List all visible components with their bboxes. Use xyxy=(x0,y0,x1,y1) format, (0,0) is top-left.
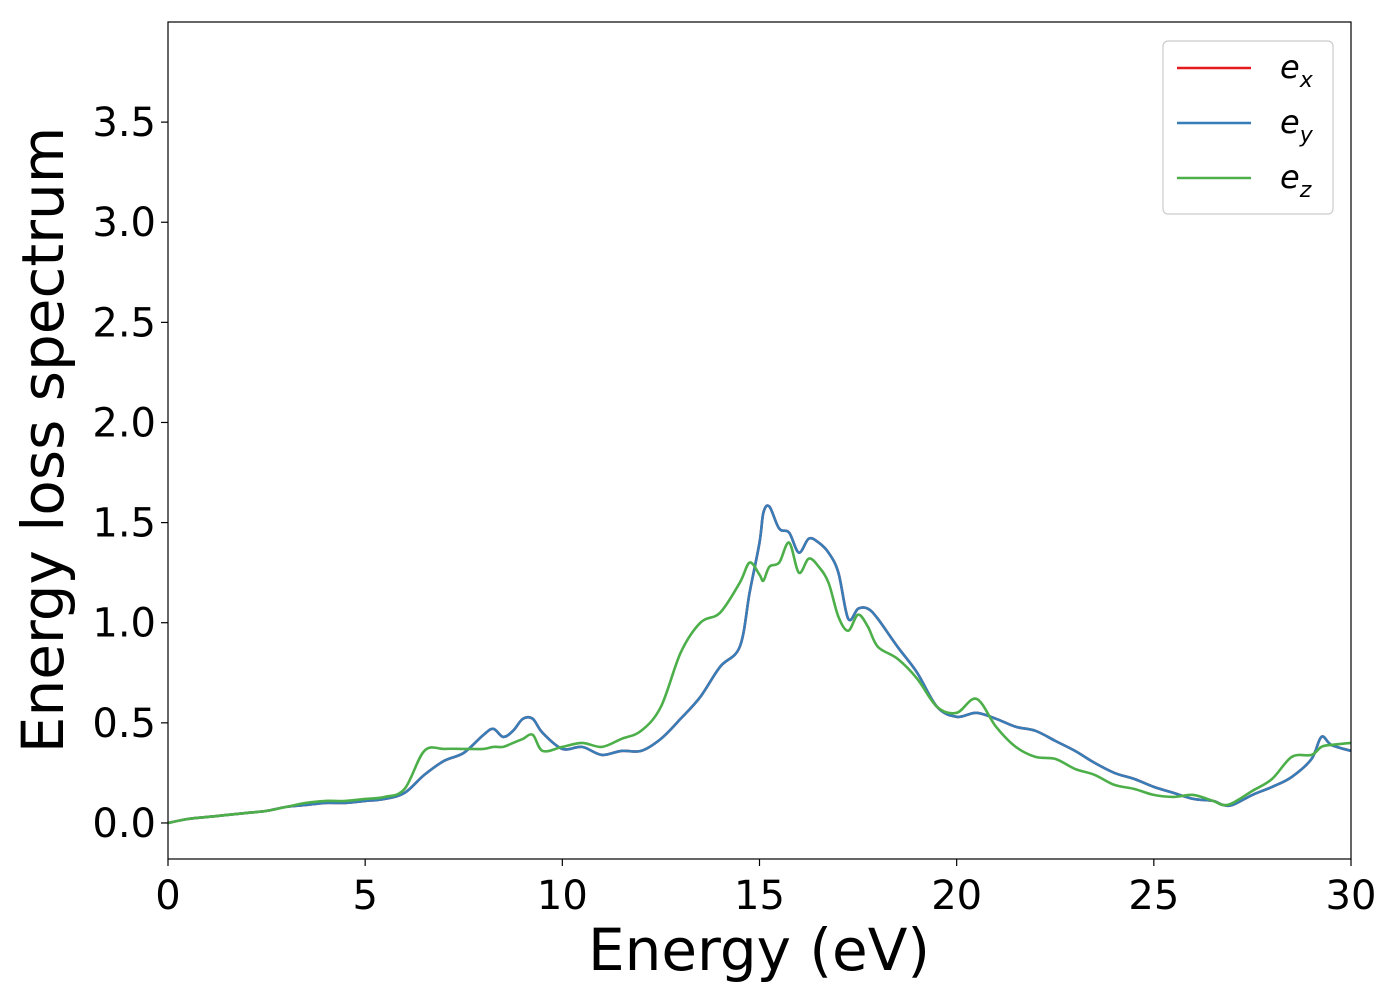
x-axis: 0 5 10 15 20 25 30 xyxy=(155,859,1376,919)
y-tick-label: 3.5 xyxy=(92,100,156,146)
y-tick-label: 0.5 xyxy=(92,701,156,747)
series-line-y xyxy=(167,504,1352,825)
x-tick-label: 5 xyxy=(352,873,377,919)
y-tick-label: 2.0 xyxy=(92,400,156,446)
series-line-z xyxy=(167,541,1352,825)
legend-label-z: ez xyxy=(1280,158,1312,203)
plot-background xyxy=(168,22,1351,859)
x-tick-label: 30 xyxy=(1326,873,1377,919)
y-tick-label: 3.0 xyxy=(92,200,156,246)
y-axis-title: Energy loss spectrum xyxy=(9,127,77,753)
series-layer xyxy=(167,504,1352,825)
y-axis: 0.0 0.5 1.0 1.5 2.0 2.5 3.0 3.5 xyxy=(92,100,168,847)
y-tick-label: 1.0 xyxy=(92,601,156,647)
x-tick-label: 20 xyxy=(931,873,982,919)
legend: ex ey ez xyxy=(1162,40,1334,215)
legend-label-y: ey xyxy=(1280,103,1314,148)
y-tick-label: 2.5 xyxy=(92,300,156,346)
x-axis-title: Energy (eV) xyxy=(588,916,930,984)
x-tick-label: 25 xyxy=(1128,873,1179,919)
x-tick-label: 15 xyxy=(734,873,785,919)
x-tick-label: 10 xyxy=(537,873,588,919)
x-tick-label: 0 xyxy=(155,873,180,919)
y-tick-label: 0.0 xyxy=(92,801,156,847)
legend-box xyxy=(1162,40,1334,215)
legend-label-x: ex xyxy=(1280,48,1314,93)
y-tick-label: 1.5 xyxy=(92,501,156,547)
